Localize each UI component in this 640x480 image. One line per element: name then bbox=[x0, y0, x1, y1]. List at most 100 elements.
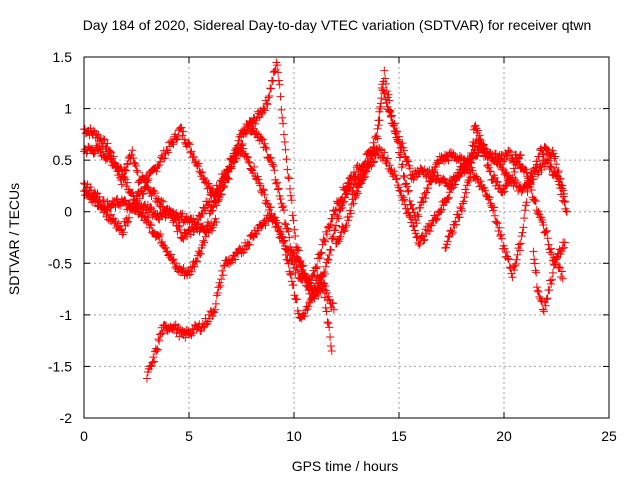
data-point bbox=[261, 221, 270, 230]
data-point bbox=[178, 326, 187, 335]
data-point bbox=[559, 192, 568, 201]
data-point bbox=[260, 190, 269, 199]
data-point bbox=[185, 140, 194, 149]
data-point bbox=[467, 154, 476, 163]
data-point bbox=[144, 174, 153, 183]
data-point bbox=[513, 250, 522, 259]
data-point bbox=[154, 335, 163, 344]
data-point bbox=[326, 342, 335, 351]
data-point bbox=[560, 243, 569, 252]
data-point bbox=[515, 240, 524, 249]
data-point bbox=[541, 301, 550, 310]
data-point bbox=[490, 173, 499, 182]
data-point bbox=[539, 221, 548, 230]
data-point bbox=[200, 238, 209, 247]
data-point bbox=[508, 273, 517, 282]
data-point bbox=[532, 268, 541, 277]
data-point bbox=[516, 150, 525, 159]
data-point bbox=[310, 271, 319, 280]
data-point bbox=[469, 137, 478, 146]
data-point bbox=[443, 195, 451, 204]
data-point bbox=[458, 206, 466, 215]
series-arc-4 bbox=[80, 187, 221, 241]
data-point bbox=[287, 196, 296, 205]
data-point bbox=[200, 178, 209, 187]
data-point bbox=[161, 243, 170, 252]
data-point bbox=[563, 207, 571, 216]
data-point bbox=[409, 221, 418, 230]
data-point bbox=[443, 194, 452, 203]
data-point bbox=[320, 236, 329, 245]
data-point bbox=[442, 243, 451, 252]
data-point bbox=[548, 275, 556, 284]
data-point bbox=[312, 264, 321, 273]
series-arc-5 bbox=[143, 211, 338, 383]
data-point bbox=[174, 323, 183, 332]
data-point bbox=[91, 146, 100, 155]
data-point bbox=[417, 198, 426, 207]
data-point bbox=[178, 209, 187, 218]
data-point bbox=[257, 110, 266, 119]
data-point bbox=[546, 162, 555, 171]
data-point bbox=[319, 279, 328, 288]
data-point bbox=[419, 166, 427, 175]
data-point bbox=[533, 286, 542, 295]
data-point bbox=[244, 157, 253, 166]
data-point bbox=[286, 191, 295, 200]
data-point bbox=[196, 250, 205, 259]
data-point bbox=[497, 230, 506, 239]
data-point bbox=[502, 181, 511, 190]
data-point bbox=[396, 187, 405, 196]
data-point bbox=[157, 153, 166, 162]
data-point bbox=[245, 240, 254, 249]
data-point bbox=[468, 141, 477, 150]
data-point bbox=[498, 157, 507, 166]
data-point bbox=[512, 255, 521, 264]
data-point bbox=[272, 216, 281, 225]
data-point bbox=[493, 219, 502, 228]
data-point bbox=[264, 93, 273, 102]
data-point bbox=[198, 168, 207, 177]
y-tick-label: -0.5 bbox=[48, 255, 72, 271]
data-point bbox=[184, 138, 193, 147]
data-point bbox=[279, 130, 288, 139]
data-point bbox=[273, 222, 282, 231]
data-point bbox=[284, 173, 293, 182]
data-point bbox=[323, 230, 331, 239]
data-point bbox=[381, 74, 390, 83]
data-point bbox=[294, 254, 303, 263]
data-point bbox=[345, 212, 354, 221]
data-point bbox=[280, 241, 289, 250]
data-point bbox=[490, 203, 499, 212]
data-point bbox=[246, 164, 255, 173]
data-point bbox=[455, 213, 464, 222]
data-point bbox=[531, 197, 540, 206]
data-point bbox=[331, 207, 340, 216]
data-point bbox=[179, 263, 188, 272]
y-axis-label: SDTVAR / TECUs bbox=[6, 183, 22, 295]
data-point bbox=[384, 90, 393, 99]
data-point bbox=[381, 79, 390, 88]
data-point bbox=[159, 197, 168, 206]
data-point bbox=[463, 178, 472, 187]
data-point bbox=[123, 218, 132, 227]
data-point bbox=[510, 167, 519, 176]
data-point bbox=[325, 223, 334, 232]
data-point bbox=[380, 148, 389, 157]
data-point bbox=[313, 262, 322, 271]
data-point bbox=[238, 140, 247, 149]
data-point bbox=[332, 205, 340, 214]
data-point bbox=[97, 202, 106, 211]
data-point bbox=[160, 210, 169, 219]
data-point bbox=[322, 307, 331, 316]
data-point bbox=[204, 179, 213, 188]
data-point bbox=[226, 258, 235, 267]
data-point bbox=[179, 127, 188, 136]
data-point bbox=[294, 246, 303, 255]
data-point bbox=[128, 146, 137, 155]
data-point bbox=[485, 167, 494, 176]
data-point bbox=[400, 195, 409, 204]
data-point bbox=[520, 214, 529, 223]
data-point bbox=[416, 203, 425, 212]
